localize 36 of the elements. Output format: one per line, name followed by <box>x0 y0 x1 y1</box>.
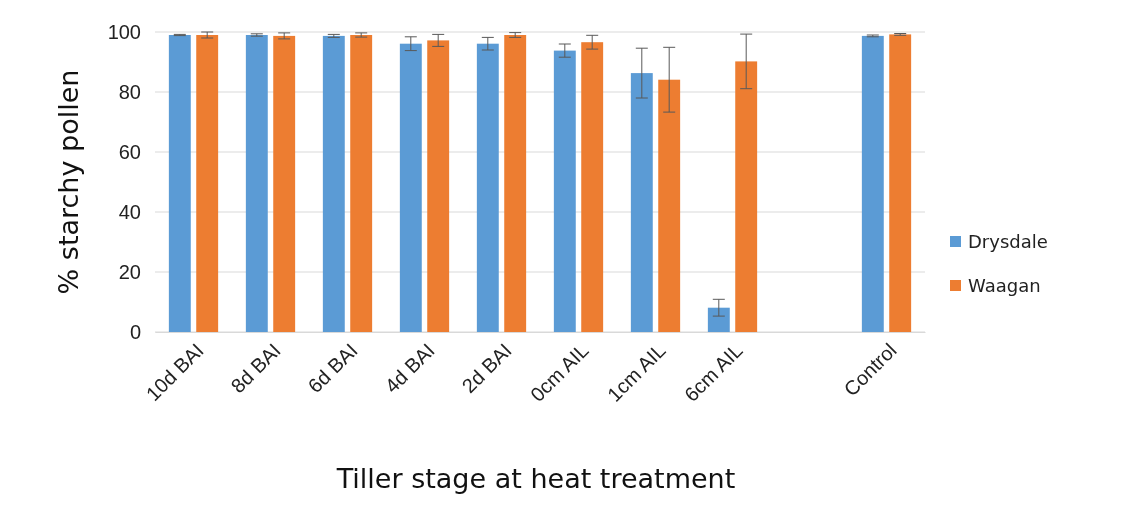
x-tick-label: 10d BAI <box>141 339 208 405</box>
y-tick-label: 20 <box>118 260 141 283</box>
x-tick-label: 2d BAI <box>457 339 516 398</box>
bar <box>322 35 345 332</box>
bar <box>504 35 527 332</box>
x-tick-label: 6cm AIL <box>679 339 747 406</box>
legend-label: Waagan <box>968 275 1041 297</box>
bar <box>707 307 730 332</box>
bar <box>168 35 191 332</box>
legend-label: Drysdale <box>968 231 1048 253</box>
x-tick-label: 4d BAI <box>380 339 439 398</box>
x-tick-label: 1cm AIL <box>602 339 670 406</box>
y-tick-label: 0 <box>129 320 141 343</box>
bar <box>861 35 884 332</box>
bar <box>273 35 296 332</box>
bar <box>581 42 604 332</box>
y-axis-title: % starchy pollen <box>53 69 84 295</box>
x-tick-label: 6d BAI <box>303 339 362 398</box>
bar <box>399 43 422 332</box>
y-tick-label: 40 <box>118 200 141 223</box>
x-tick-label: 0cm AIL <box>525 339 593 406</box>
bar <box>889 34 912 332</box>
x-tick-label: 8d BAI <box>226 339 285 398</box>
bar <box>196 35 219 332</box>
y-tick-label: 100 <box>107 20 141 43</box>
bar <box>553 50 576 332</box>
bar <box>630 73 653 332</box>
bar <box>245 35 268 332</box>
bar <box>427 40 450 332</box>
bar <box>735 61 758 332</box>
bar <box>350 35 373 332</box>
x-axis-title: Tiller stage at heat treatment <box>335 463 736 494</box>
y-tick-label: 60 <box>118 140 141 163</box>
bar <box>476 43 499 332</box>
y-tick-label: 80 <box>118 80 141 103</box>
bar <box>658 79 681 332</box>
